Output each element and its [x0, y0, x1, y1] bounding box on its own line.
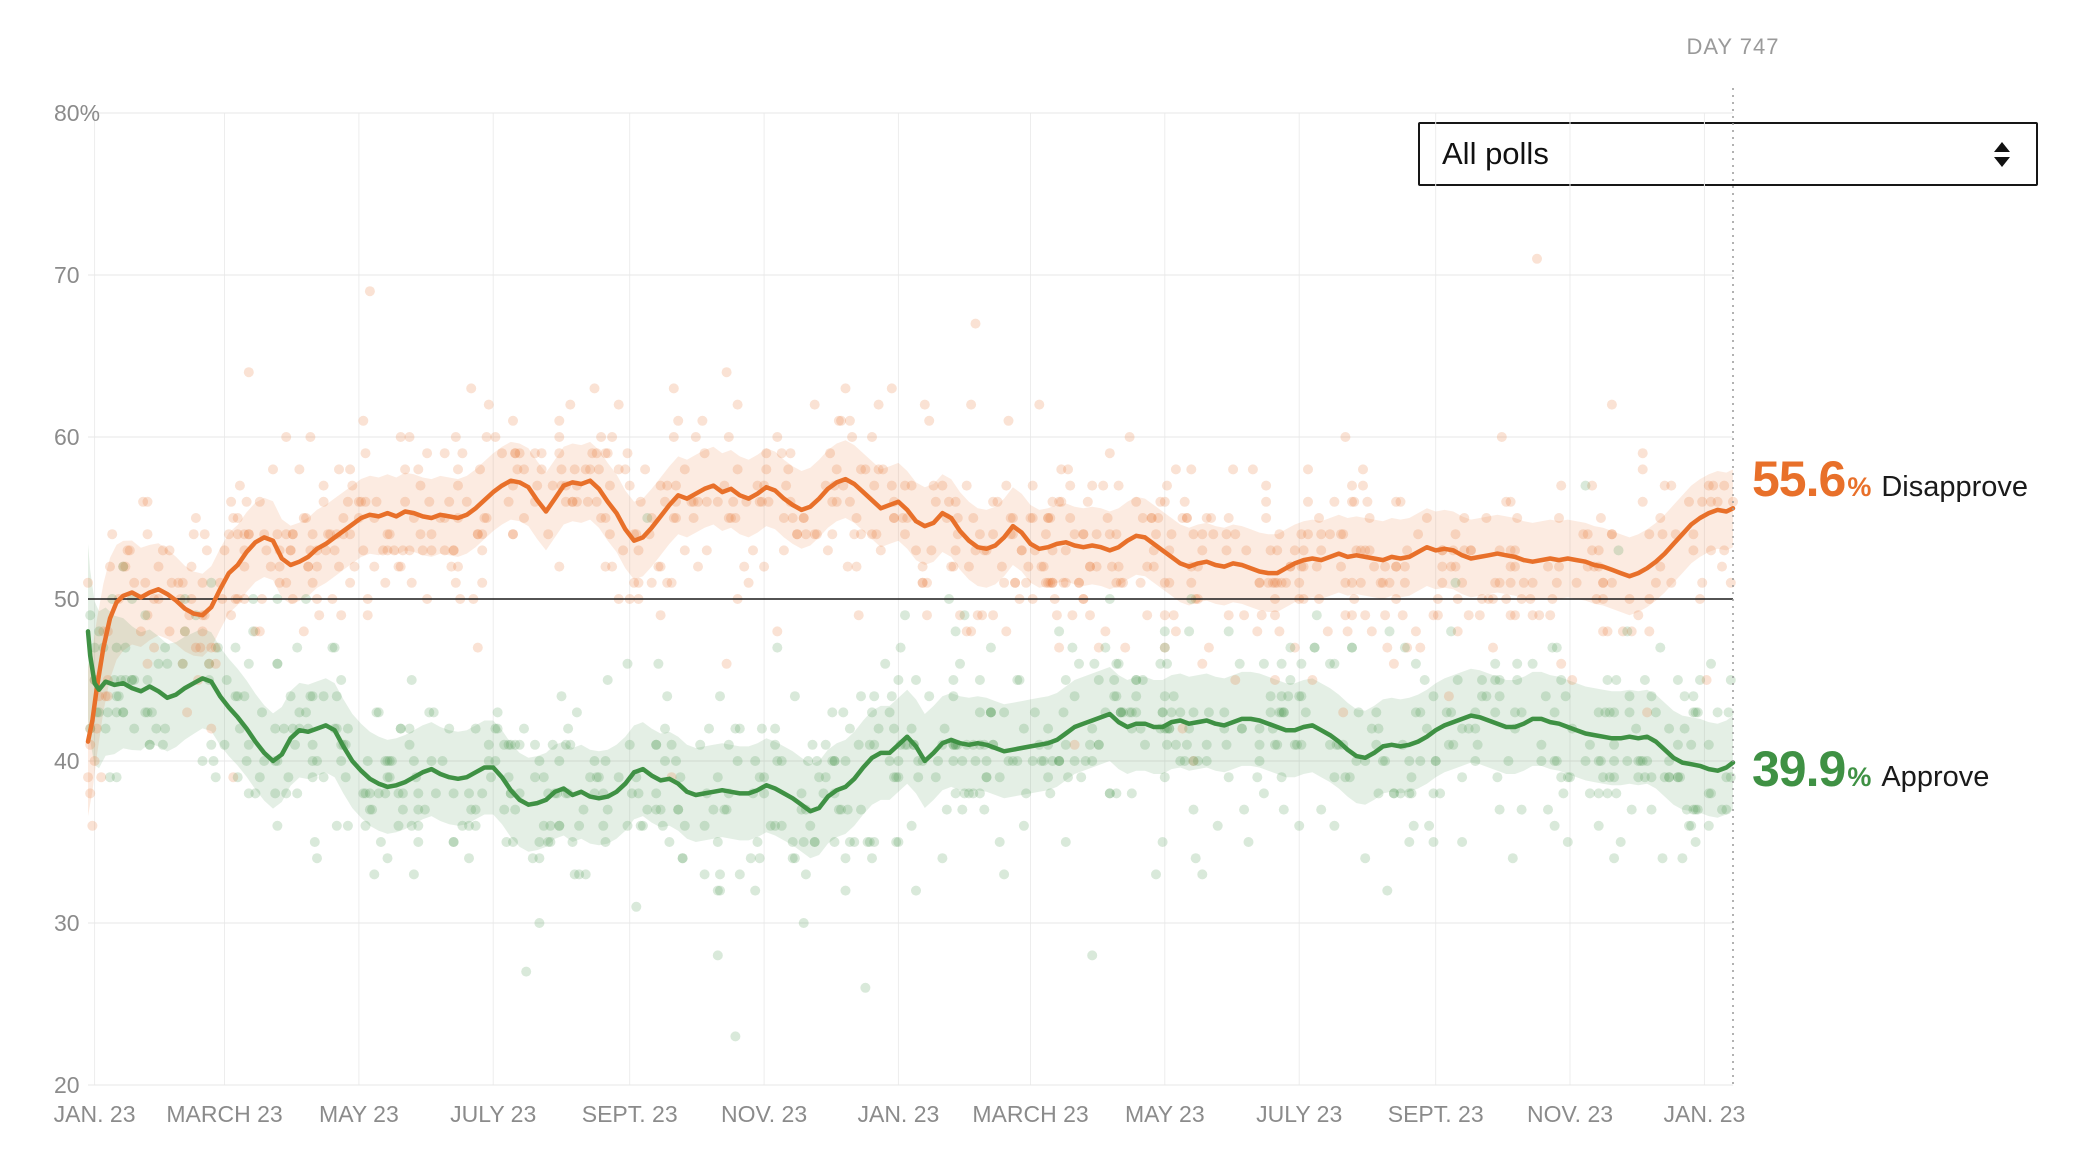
- y-axis-labels: 80% 70 60 50 40 30 20: [54, 100, 100, 1098]
- approve-uncertainty-band: [88, 543, 1733, 859]
- approve-label: Approve: [1881, 761, 1990, 793]
- x-tick-label: JAN. 23: [54, 1101, 136, 1127]
- disapprove-label: Disapprove: [1881, 471, 2029, 503]
- select-updown-arrows-icon: [1994, 141, 2010, 167]
- approve-poll-dots: [85, 480, 1736, 1042]
- x-axis-labels: JAN. 23 MARCH 23 MAY 23 JULY 23 SEPT. 23 NOV.…: [54, 1101, 1746, 1127]
- approve-annotation: 39.9 % Approve: [1752, 740, 1989, 798]
- disapprove-poll-dots: [83, 253, 1738, 831]
- x-tick-label: JULY 23: [1256, 1101, 1342, 1127]
- poll-filter-selected-value: All polls: [1442, 136, 1549, 171]
- disapprove-value: 55.6: [1752, 451, 1846, 507]
- x-tick-label: JULY 23: [450, 1101, 536, 1127]
- y-tick-label: 70: [54, 262, 80, 288]
- x-tick-label: JAN. 23: [1663, 1101, 1745, 1127]
- approve-percent-sign: %: [1847, 762, 1872, 792]
- day-indicator-label: DAY 747: [1686, 34, 1780, 59]
- disapprove-annotation: 55.6 % Disapprove: [1752, 450, 2028, 508]
- x-tick-label: JAN. 23: [857, 1101, 939, 1127]
- x-tick-label: NOV. 23: [721, 1101, 807, 1127]
- disapprove-trend-line: [85, 476, 1736, 744]
- disapprove-uncertainty-band: [88, 440, 1733, 817]
- approve-value: 39.9: [1752, 741, 1846, 797]
- x-tick-label: MAY 23: [1125, 1101, 1205, 1127]
- y-tick-label: 50: [54, 586, 80, 612]
- y-tick-label: 30: [54, 910, 80, 936]
- x-tick-label: SEPT. 23: [582, 1101, 678, 1127]
- approve-trend-line: [85, 629, 1736, 814]
- poll-filter-select[interactable]: All polls: [1418, 122, 2038, 186]
- y-tick-label: 20: [54, 1072, 80, 1098]
- y-tick-label: 60: [54, 424, 80, 450]
- arrow-up-icon: [1994, 141, 2010, 152]
- x-tick-label: MAY 23: [319, 1101, 399, 1127]
- x-tick-label: SEPT. 23: [1388, 1101, 1484, 1127]
- x-tick-label: MARCH 23: [166, 1101, 282, 1127]
- y-tick-label: 40: [54, 748, 80, 774]
- x-tick-label: NOV. 23: [1527, 1101, 1613, 1127]
- arrow-down-icon: [1994, 156, 2010, 167]
- x-tick-label: MARCH 23: [972, 1101, 1088, 1127]
- y-tick-label: 80%: [54, 100, 100, 126]
- disapprove-percent-sign: %: [1847, 472, 1872, 502]
